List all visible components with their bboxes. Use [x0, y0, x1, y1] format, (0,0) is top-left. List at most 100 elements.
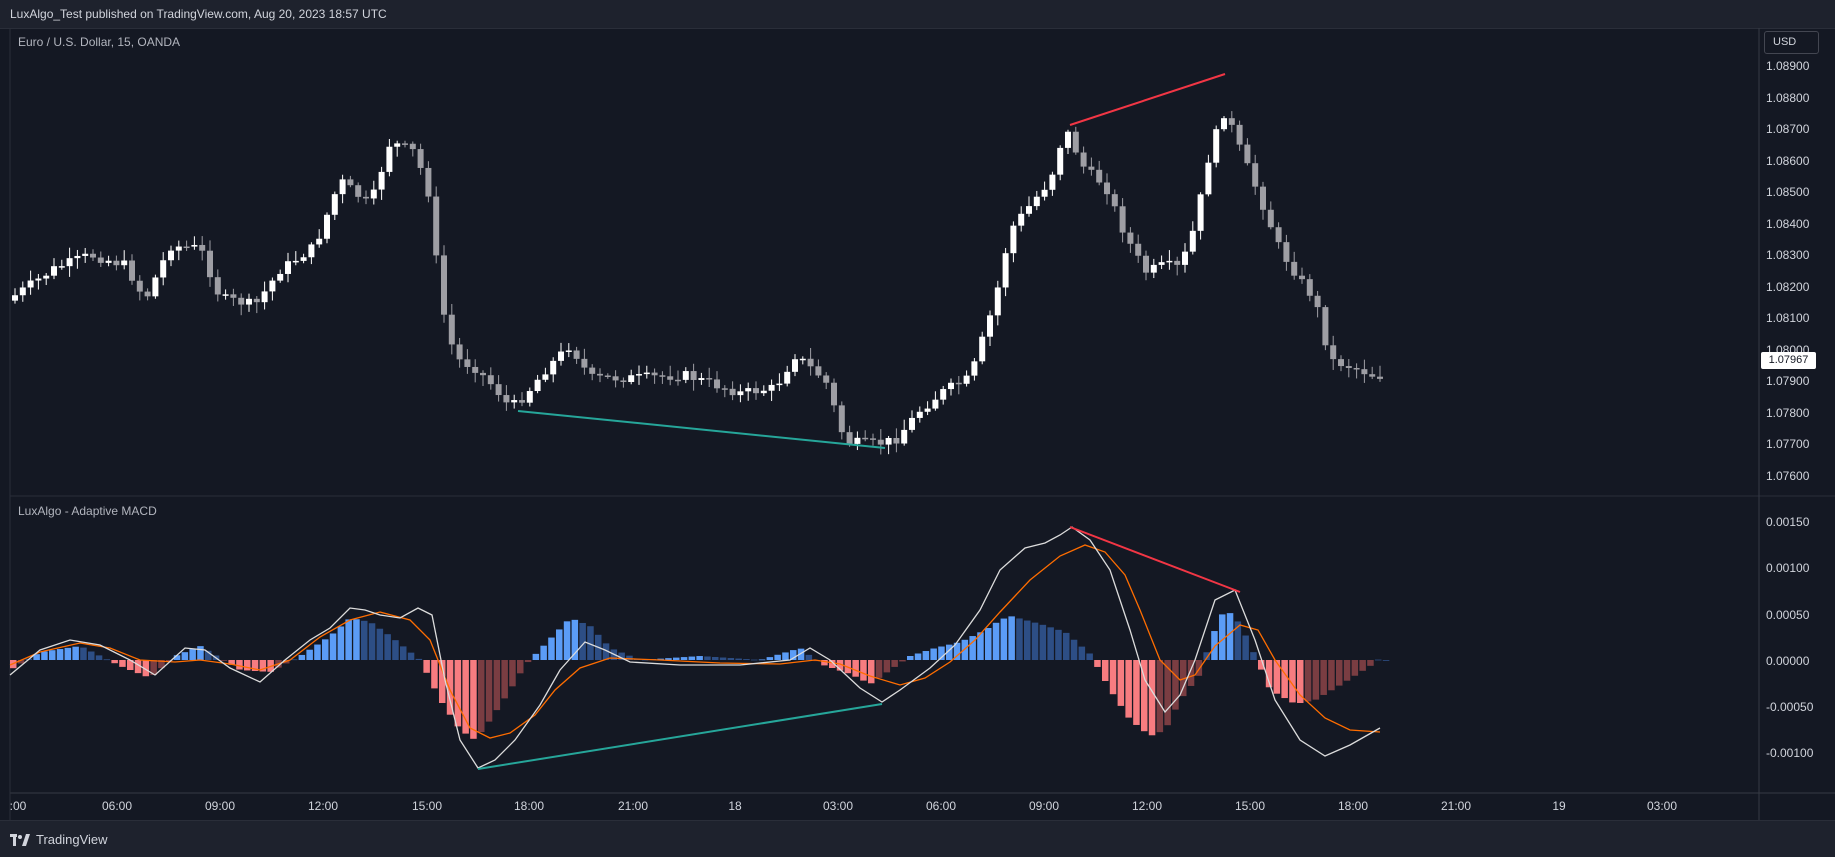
candle-body: [246, 298, 252, 305]
histogram-bar: [1336, 660, 1343, 686]
candle-body: [581, 358, 588, 368]
histogram-bar: [1258, 660, 1265, 670]
candle-body: [386, 146, 393, 172]
price-tick: 1.07600: [1766, 469, 1810, 483]
histogram-bar: [228, 660, 235, 665]
histogram-bar: [88, 651, 95, 660]
histogram-bar: [1102, 660, 1109, 681]
candle-body: [480, 372, 486, 376]
candle-body: [1228, 118, 1235, 125]
candle-body: [916, 411, 923, 418]
indicator-tick: 0.00050: [1766, 608, 1810, 622]
histogram-bar: [665, 658, 672, 660]
histogram-bar: [1203, 652, 1210, 660]
histogram-bar: [563, 621, 571, 660]
currency-button[interactable]: USD: [1764, 31, 1819, 54]
candle-body: [565, 350, 572, 352]
candle-body: [1065, 131, 1071, 148]
candle-body: [854, 437, 861, 444]
histogram-bar: [821, 660, 828, 666]
candle-body: [285, 261, 291, 274]
candle-body: [628, 375, 635, 383]
candle-body: [175, 246, 182, 251]
histogram-bar: [329, 633, 337, 660]
candle-body: [682, 371, 689, 380]
histogram-bar: [673, 657, 680, 660]
candle-body: [760, 390, 767, 394]
candle-body: [729, 388, 736, 396]
symbol-title[interactable]: Euro / U.S. Dollar, 15, OANDA: [18, 35, 181, 49]
histogram-bar: [704, 656, 711, 660]
candle-body: [737, 391, 744, 396]
candle-body: [503, 395, 510, 403]
candle-body: [12, 295, 18, 301]
candle-body: [1213, 129, 1220, 163]
candle-body: [74, 255, 81, 259]
candle-body: [355, 185, 362, 197]
histogram-bar: [1000, 618, 1008, 660]
histogram-bar: [719, 657, 727, 660]
histogram-bar: [797, 648, 805, 660]
histogram-bar: [914, 653, 922, 660]
candle-body: [1275, 227, 1282, 243]
histogram-bar: [766, 657, 774, 660]
candle-body: [1080, 152, 1087, 167]
histogram-bar: [1195, 660, 1203, 676]
candle-body: [1322, 307, 1329, 346]
histogram-bar: [298, 654, 306, 660]
histogram-bar: [431, 660, 438, 689]
candle-body: [1049, 174, 1056, 190]
indicator-title[interactable]: LuxAlgo - Adaptive MACD: [18, 504, 157, 518]
histogram-bar: [1094, 660, 1101, 667]
histogram-bar: [790, 650, 797, 660]
histogram-bar: [290, 659, 298, 661]
histogram-bar: [907, 656, 914, 660]
histogram-bar: [524, 660, 532, 663]
brand-name: TradingView: [36, 832, 108, 847]
indicator-tick: -0.00100: [1766, 746, 1814, 760]
histogram-bar: [400, 646, 407, 660]
time-tick: 09:00: [1028, 799, 1060, 813]
histogram-bar: [384, 634, 391, 660]
histogram-bar: [1281, 660, 1288, 699]
histogram-bar: [891, 660, 898, 667]
histogram-bar: [579, 622, 586, 660]
candle-body: [932, 399, 939, 409]
histogram-bar: [743, 659, 750, 660]
candle-body: [121, 260, 128, 266]
histogram-bar: [1289, 660, 1296, 703]
time-tick: 18: [728, 799, 742, 813]
candle-body: [58, 266, 65, 268]
candle-body: [160, 260, 167, 278]
histogram-bar: [142, 660, 150, 677]
histogram-bar: [306, 649, 313, 660]
candle-body: [846, 432, 853, 444]
histogram-bar: [1273, 660, 1281, 694]
histogram-bar: [712, 657, 719, 660]
candle-body: [339, 179, 346, 195]
price-tick: 1.08900: [1766, 59, 1810, 73]
histogram-bar: [1351, 660, 1359, 676]
histogram-bar: [626, 655, 633, 660]
candle-body: [347, 179, 354, 186]
histogram-bar: [41, 651, 48, 660]
indicator-tick: 0.00000: [1766, 654, 1810, 668]
candle-body: [667, 376, 674, 380]
candle-body: [409, 143, 416, 150]
candle-body: [253, 298, 260, 303]
histogram-bar: [1382, 660, 1390, 661]
candle-body: [27, 280, 34, 288]
candle-body: [136, 280, 143, 292]
candle-body: [745, 388, 752, 392]
tradingview-logo[interactable]: TradingView: [10, 832, 108, 847]
histogram-bar: [930, 648, 937, 660]
histogram-bar: [517, 660, 524, 674]
histogram-bar: [836, 660, 844, 671]
signal-line: [9, 544, 1381, 739]
histogram-bar: [1016, 618, 1023, 660]
histogram-bar: [1312, 660, 1320, 700]
candle-body: [1143, 255, 1149, 273]
candle-body: [870, 438, 876, 440]
histogram-bar: [501, 660, 508, 699]
